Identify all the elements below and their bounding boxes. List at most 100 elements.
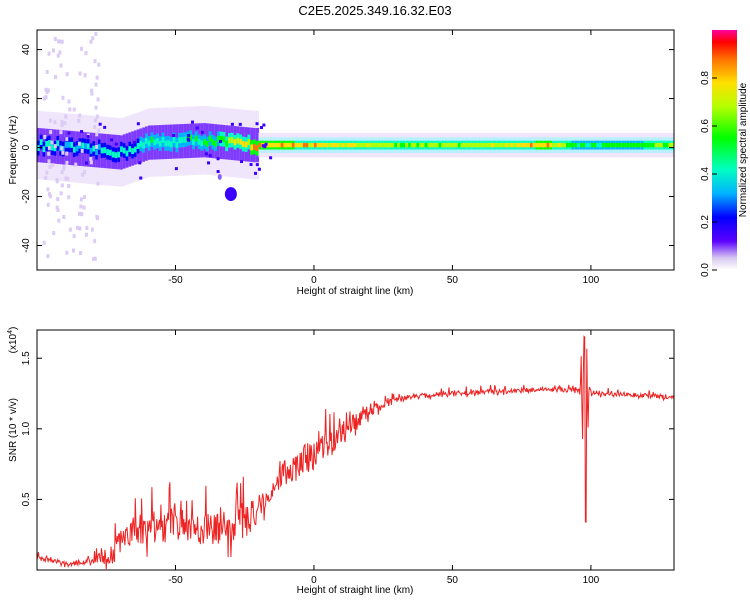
heatmap-core-cell (488, 142, 492, 148)
heatmap-core-cell (408, 142, 412, 148)
heatmap-speckle (187, 133, 191, 137)
heatmap-core-cell (272, 142, 276, 148)
heatmap-speckle (138, 161, 142, 165)
heatmap-core-cell (563, 142, 567, 148)
colorbar-tick-label: 0.8 (700, 71, 711, 85)
heatmap-speckle (48, 118, 52, 123)
heatmap-core-cell (588, 142, 592, 148)
heatmap-blob (224, 187, 237, 202)
heatmap-core-cell (613, 142, 617, 148)
heatmap-speckle (84, 161, 88, 165)
heatmap-core-cell (632, 142, 636, 148)
heatmap-core-cell (543, 142, 548, 148)
x-tick-label: 50 (447, 575, 459, 586)
heatmap-speckle (79, 204, 83, 209)
heatmap-core-cell (217, 135, 221, 142)
heatmap-core-cell (95, 149, 99, 156)
heatmap-core-cell (485, 142, 489, 148)
heatmap-speckle (90, 88, 94, 93)
heatmap-core-cell (161, 136, 165, 143)
heatmap-speckle (67, 131, 71, 135)
spectrogram-heatmap (37, 31, 675, 261)
heatmap-core-cell (516, 142, 520, 148)
heatmap-speckle (110, 138, 114, 142)
heatmap-core-cell (297, 142, 301, 148)
heatmap-speckle (133, 140, 137, 144)
heatmap-core-cell (474, 142, 478, 148)
heatmap-core-cell (37, 145, 41, 152)
heatmap-core-cell (455, 142, 459, 148)
heatmap-core-cell (241, 141, 246, 147)
heatmap-speckle (44, 87, 48, 92)
heatmap-core-cell (56, 140, 60, 147)
heatmap-speckle (94, 31, 98, 36)
heatmap-speckle (65, 250, 69, 255)
heatmap-speckle (45, 170, 49, 175)
heatmap-core-cell (601, 142, 606, 148)
heatmap-speckle (55, 179, 59, 184)
heatmap-core-cell (626, 142, 631, 148)
heatmap-speckle (255, 163, 259, 167)
heatmap-core-cell (388, 142, 393, 148)
heatmap-core-cell (380, 142, 384, 148)
heatmap-speckle (261, 144, 265, 148)
heatmap-core-cell (125, 150, 129, 157)
heatmap-core-cell (355, 142, 359, 148)
heatmap-core-cell (233, 139, 237, 146)
heatmap-speckle (60, 146, 64, 151)
heatmap-core-cell (358, 142, 362, 148)
heatmap-core-cell (349, 142, 354, 148)
heatmap-core-cell (158, 140, 163, 147)
heatmap-speckle (60, 170, 64, 175)
heatmap-core-cell (214, 140, 218, 147)
heatmap-speckle (98, 122, 102, 126)
heatmap-core-cell (322, 142, 326, 148)
heatmap-core-cell (410, 142, 415, 148)
heatmap-speckle (84, 232, 88, 237)
snr-series-line (36, 335, 675, 570)
spectrogram-panel: -50 0 50 100 -40 -20 0 20 40 Height of straight… (8, 29, 675, 297)
heatmap-core-cell (319, 142, 323, 148)
heatmap-speckle (95, 114, 99, 119)
snr-x-ticks: -50 0 50 100 (168, 330, 600, 586)
heatmap-core-cell (441, 142, 445, 148)
heatmap-speckle (60, 39, 64, 44)
x-tick-label: 0 (311, 275, 317, 286)
heatmap-speckle (96, 181, 100, 186)
snr-y-scale: (x104) (7, 327, 19, 354)
heatmap-speckle (76, 225, 80, 230)
heatmap-speckle (77, 141, 81, 146)
heatmap-speckle (97, 128, 101, 133)
heatmap-speckle (72, 248, 76, 253)
colorbar-tick-label: 0.4 (700, 167, 711, 181)
heatmap-speckle (60, 123, 64, 128)
heatmap-core-cell (549, 142, 553, 148)
heatmap-speckle (216, 157, 220, 161)
snr-y-ticks: 0.5 1.0 1.5 (21, 351, 674, 506)
heatmap-core-cell (463, 142, 467, 148)
heatmap-speckle (95, 75, 99, 80)
heatmap-core-cell (610, 142, 614, 148)
heatmap-speckle (263, 145, 267, 149)
y-tick-label: 40 (21, 44, 32, 56)
heatmap-core-cell (405, 142, 409, 148)
heatmap-core-cell (150, 136, 154, 143)
heatmap-core-cell (131, 148, 135, 155)
heatmap-speckle (51, 48, 55, 53)
heatmap-core-cell (374, 142, 379, 148)
heatmap-speckle (92, 256, 96, 261)
heatmap-core-cell (100, 147, 104, 154)
heatmap-speckle (55, 205, 59, 210)
heatmap-core-cell (139, 140, 143, 147)
heatmap-speckle (95, 214, 99, 219)
heatmap-core-cell (654, 142, 658, 148)
heatmap-core-cell (181, 136, 185, 143)
heatmap-speckle (94, 82, 98, 87)
heatmap-speckle (230, 122, 234, 126)
heatmap-speckle (85, 225, 89, 230)
heatmap-core-cell (142, 142, 146, 149)
heatmap-core-cell (361, 142, 365, 148)
heatmap-core-cell (289, 142, 293, 148)
heatmap-core-cell (541, 142, 545, 148)
heatmap-core-cell (493, 142, 498, 148)
